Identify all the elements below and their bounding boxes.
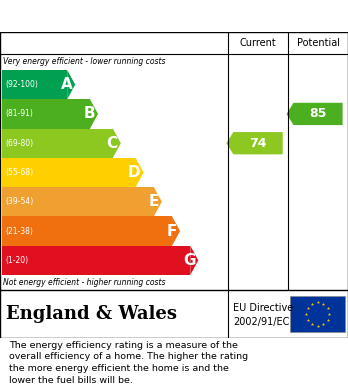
Text: Potential: Potential: [296, 38, 340, 48]
Polygon shape: [190, 246, 198, 275]
Polygon shape: [286, 103, 343, 125]
Text: F: F: [167, 224, 177, 239]
Polygon shape: [226, 132, 283, 154]
Text: (1-20): (1-20): [5, 256, 28, 265]
Polygon shape: [154, 187, 162, 217]
Text: (69-80): (69-80): [5, 139, 33, 148]
Bar: [2, 129, 113, 158]
Text: England & Wales: England & Wales: [6, 305, 177, 323]
Bar: [2, 217, 172, 246]
Text: The energy efficiency rating is a measure of the
overall efficiency of a home. T: The energy efficiency rating is a measur…: [9, 341, 248, 385]
Text: Energy Efficiency Rating: Energy Efficiency Rating: [10, 9, 220, 23]
Polygon shape: [172, 217, 180, 246]
Text: (21-38): (21-38): [5, 226, 33, 235]
Text: E: E: [149, 194, 159, 209]
Text: A: A: [61, 77, 72, 92]
Text: (39-54): (39-54): [5, 197, 33, 206]
Text: Not energy efficient - higher running costs: Not energy efficient - higher running co…: [3, 278, 166, 287]
Text: B: B: [84, 106, 95, 122]
Text: 85: 85: [309, 108, 327, 120]
Text: G: G: [183, 253, 195, 268]
Text: Very energy efficient - lower running costs: Very energy efficient - lower running co…: [3, 57, 166, 66]
Bar: [290, 296, 345, 332]
Text: 2002/91/EC: 2002/91/EC: [233, 317, 289, 327]
Bar: [2, 99, 90, 129]
Polygon shape: [90, 99, 98, 129]
Text: (92-100): (92-100): [5, 80, 38, 89]
Text: D: D: [128, 165, 141, 180]
Text: C: C: [107, 136, 118, 151]
Bar: [2, 70, 67, 99]
Bar: [2, 158, 136, 187]
Polygon shape: [136, 158, 144, 187]
Text: EU Directive: EU Directive: [233, 303, 293, 313]
Text: (81-91): (81-91): [5, 109, 33, 118]
Text: 74: 74: [249, 137, 267, 150]
Text: (55-68): (55-68): [5, 168, 33, 177]
Polygon shape: [67, 70, 75, 99]
Bar: [2, 246, 190, 275]
Bar: [2, 187, 154, 217]
Polygon shape: [113, 129, 121, 158]
Text: Current: Current: [240, 38, 276, 48]
